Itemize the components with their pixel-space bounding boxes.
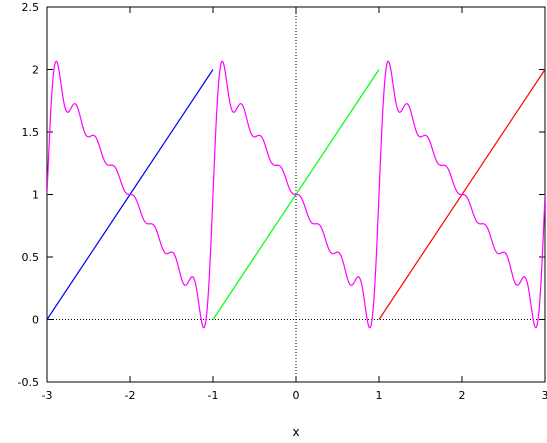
x-tick-label: -2 [125, 389, 136, 402]
x-axis-label: x [292, 425, 299, 439]
y-tick-label: 0.5 [22, 251, 40, 264]
y-tick-label: 0 [32, 314, 39, 327]
series-layer [47, 60, 545, 329]
series-line [47, 60, 545, 329]
x-tick-label: 3 [542, 389, 547, 402]
y-tick-label: 2.5 [22, 1, 40, 14]
x-tick-label: 0 [293, 389, 300, 402]
y-tick-label: 2 [32, 64, 39, 77]
y-tick-label: 1.5 [22, 126, 40, 139]
x-tick-label: 2 [459, 389, 466, 402]
y-tick-label: -0.5 [18, 376, 39, 389]
x-tick-label: -1 [208, 389, 219, 402]
x-tick-label: 1 [376, 389, 383, 402]
y-tick-label: 1 [32, 189, 39, 202]
axis-ticks: -3 -2 -1 0 1 2 3 -0.5 0 0.5 1 1.5 2 2.5 [18, 1, 547, 402]
x-tick-label: -3 [42, 389, 53, 402]
